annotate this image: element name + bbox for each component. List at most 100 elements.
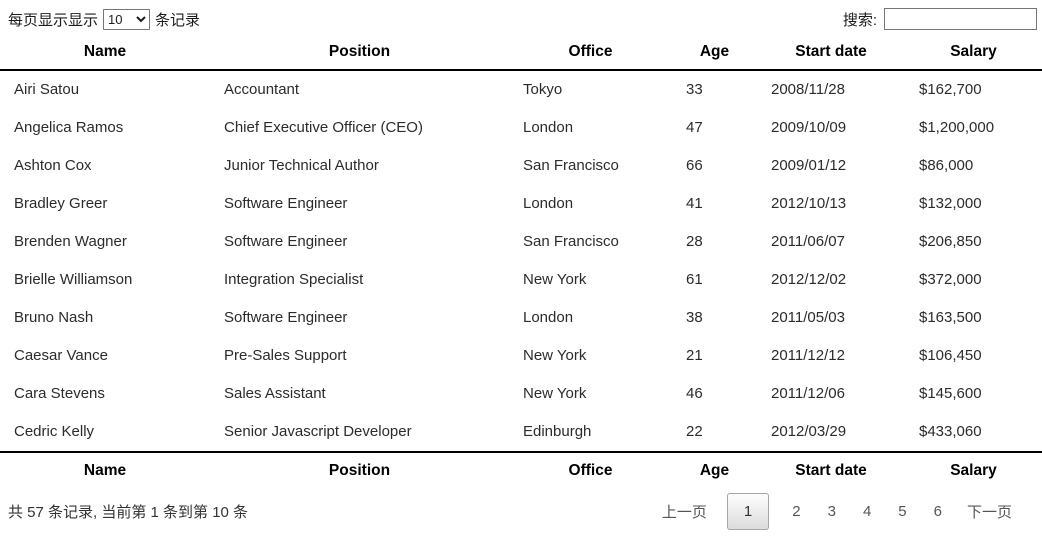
cell-start-date: 2009/10/09 [771,119,847,136]
cell-salary: $433,060 [919,423,982,440]
search-control: 搜索: [843,8,1037,30]
page-button-5[interactable]: 5 [898,503,907,520]
cell-office: New York [523,347,587,364]
cell-office: New York [523,385,587,402]
cell-salary: $1,200,000 [919,119,995,136]
cell-name: Airi Satou [14,81,80,98]
cell-salary: $162,700 [919,81,982,98]
table-row: Cedric Kelly Senior Javascript Developer E… [0,413,1042,452]
pagination: 上一页 1 2 3 4 5 6 下一页 [649,492,1022,531]
cell-start-date: 2011/12/12 [771,347,845,364]
table-row: Angelica Ramos Chief Executive Officer (C… [0,109,1042,147]
cell-age: 46 [686,385,703,402]
cell-name: Ashton Cox [14,157,92,174]
employees-table: Name Position Office Age Start date Salary Ai… [0,35,1042,489]
cell-position: Chief Executive Officer (CEO) [224,119,423,136]
table-header: Name Position Office Age Start date Salary [0,35,1042,71]
table-footer: Name Position Office Age Start date Salary [0,451,1042,489]
cell-salary: $163,500 [919,309,982,326]
column-header-position[interactable]: Position [210,35,509,71]
cell-position: Software Engineer [224,195,348,212]
cell-start-date: 2011/12/06 [771,385,845,402]
cell-position: Software Engineer [224,233,348,250]
table-row: Cara Stevens Sales Assistant New York 46 201… [0,375,1042,413]
page-length-label-before: 每页显示显示 [8,11,99,29]
cell-name: Brielle Williamson [14,271,133,288]
page-length-control: 每页显示显示 10 条记录 [8,8,201,30]
cell-name: Caesar Vance [14,347,108,364]
header-row: Name Position Office Age Start date Salary [0,35,1042,71]
cell-salary: $206,850 [919,233,982,250]
cell-salary: $372,000 [919,271,982,288]
column-header-start-date[interactable]: Start date [757,35,905,71]
cell-age: 28 [686,233,703,250]
cell-age: 41 [686,195,703,212]
cell-age: 22 [686,423,703,440]
cell-start-date: 2011/06/07 [771,233,845,250]
column-header-age[interactable]: Age [672,35,757,71]
cell-office: San Francisco [523,233,619,250]
cell-age: 61 [686,271,703,288]
column-header-office[interactable]: Office [509,35,672,71]
cell-name: Cara Stevens [14,385,105,402]
cell-start-date: 2011/05/03 [771,309,845,326]
cell-position: Sales Assistant [224,385,326,402]
column-header-position: Position [210,451,509,489]
cell-salary: $132,000 [919,195,982,212]
page-number-buttons: 1 2 3 4 5 6 [717,493,954,530]
cell-salary: $106,450 [919,347,982,364]
cell-position: Software Engineer [224,309,348,326]
cell-age: 21 [686,347,703,364]
search-input[interactable] [884,8,1037,30]
next-page-button[interactable]: 下一页 [966,504,1012,521]
cell-name: Brenden Wagner [14,233,127,250]
cell-age: 66 [686,157,703,174]
cell-position: Pre-Sales Support [224,347,347,364]
cell-office: London [523,195,574,212]
cell-start-date: 2008/11/28 [771,81,845,98]
cell-office: Edinburgh [523,423,592,440]
cell-position: Integration Specialist [224,271,364,288]
cell-office: New York [523,271,587,288]
table-row: Airi Satou Accountant Tokyo 33 2008/11/28 $16… [0,70,1042,109]
table-body: Airi Satou Accountant Tokyo 33 2008/11/28 $16… [0,70,1042,452]
table-controls-bar: 每页显示显示 10 条记录 搜索: [0,0,1042,31]
cell-name: Bruno Nash [14,309,94,326]
page-length-select[interactable]: 10 [103,8,151,30]
cell-position: Accountant [224,81,300,98]
cell-office: London [523,309,574,326]
cell-age: 33 [686,81,703,98]
table-info-bar: 共 57 条记录, 当前第 1 条到第 10 条 上一页 1 2 3 4 5 6 下一页 [0,489,1042,531]
cell-name: Angelica Ramos [14,119,124,136]
cell-name: Bradley Greer [14,195,108,212]
column-header-name: Name [0,451,210,489]
page-button-4[interactable]: 4 [862,503,872,520]
previous-page-button[interactable]: 上一页 [661,504,707,521]
table-row: Ashton Cox Junior Technical Author San Fra… [0,147,1042,185]
column-header-start-date: Start date [757,451,905,489]
cell-office: San Francisco [523,157,619,174]
cell-age: 38 [686,309,703,326]
page-button-1[interactable]: 1 [726,493,770,530]
page-button-6[interactable]: 6 [933,503,942,520]
datatable-page: 每页显示显示 10 条记录 搜索: Name Position Office Age S… [0,0,1042,531]
page-button-2[interactable]: 2 [792,503,801,520]
table-row: Bradley Greer Software Engineer London 41 20… [0,185,1042,223]
footer-header-row: Name Position Office Age Start date Salary [0,451,1042,489]
column-header-name[interactable]: Name [0,35,210,71]
cell-office: London [523,119,574,136]
search-label: 搜索: [842,11,877,29]
column-header-salary[interactable]: Salary [905,35,1042,71]
cell-start-date: 2012/12/02 [771,271,847,288]
column-header-office: Office [509,451,672,489]
page-length-label-after: 条记录 [155,11,201,29]
cell-start-date: 2012/03/29 [771,423,847,440]
cell-position: Senior Javascript Developer [224,423,412,440]
table-row: Caesar Vance Pre-Sales Support New York 21 2… [0,337,1042,375]
cell-salary: $145,600 [919,385,982,402]
column-header-salary: Salary [905,451,1042,489]
cell-age: 47 [686,119,703,136]
page-button-3[interactable]: 3 [827,503,836,520]
cell-salary: $86,000 [919,157,974,174]
cell-name: Cedric Kelly [14,423,95,440]
